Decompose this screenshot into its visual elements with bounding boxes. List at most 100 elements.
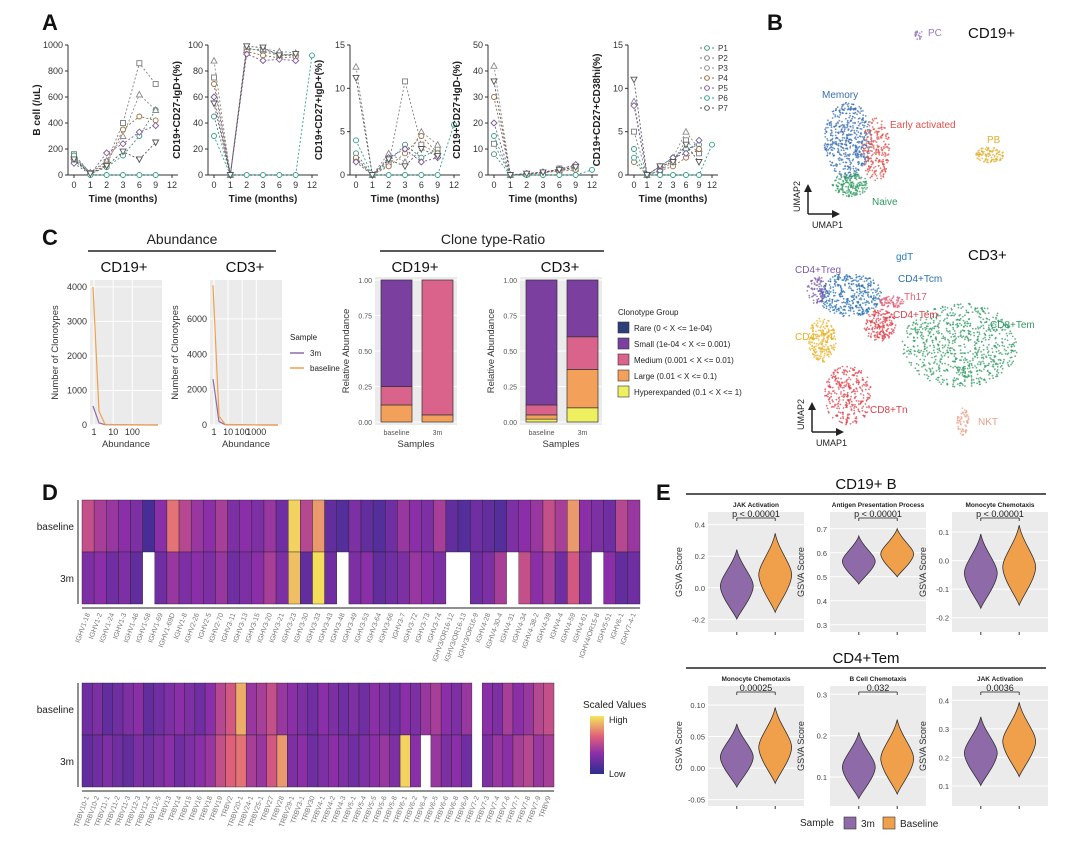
x-tick-label: 6	[557, 180, 562, 190]
cell-point	[982, 324, 985, 327]
cell-point	[840, 107, 843, 110]
cell-point	[963, 352, 965, 355]
cell-point	[822, 290, 825, 293]
cell-point	[814, 352, 817, 354]
cell-point	[967, 332, 970, 334]
heatmap-cell	[603, 551, 616, 605]
point-P3	[135, 90, 144, 98]
cell-point	[984, 159, 987, 162]
series-line-P1	[73, 109, 157, 175]
cell-point	[822, 320, 825, 322]
cell-point	[906, 350, 908, 353]
cell-point	[845, 401, 847, 404]
cell-point	[863, 155, 865, 158]
cell-point	[855, 133, 858, 136]
cell-point	[944, 344, 947, 346]
cell-point	[871, 169, 874, 172]
cell-point	[860, 400, 862, 403]
cell-point	[960, 307, 963, 309]
cell-point	[993, 154, 996, 157]
cell-point	[1001, 344, 1004, 347]
cell-point	[845, 143, 847, 146]
cell-point	[946, 351, 949, 354]
cell-point	[939, 360, 941, 362]
heatmap-row-label: 3m	[60, 574, 74, 585]
cell-point	[811, 345, 814, 348]
cell-point	[904, 344, 906, 347]
cell-point	[825, 343, 827, 346]
cell-point	[955, 366, 958, 369]
point-P6	[120, 172, 126, 178]
cell-point	[880, 299, 883, 302]
cell-point	[1000, 364, 1003, 367]
cell-point	[861, 294, 863, 297]
cell-point	[995, 328, 998, 331]
cell-point	[832, 154, 835, 157]
violin-3m	[720, 549, 754, 621]
cell-point	[848, 183, 851, 186]
cell-point	[838, 384, 841, 387]
cell-point	[987, 364, 990, 367]
abundance-line-baseline	[92, 286, 159, 426]
cell-point	[901, 298, 903, 301]
cluster-cd4-tem	[863, 308, 897, 342]
cell-point	[888, 337, 890, 339]
cell-point	[846, 108, 849, 111]
cell-point	[808, 338, 811, 341]
cell-point	[829, 352, 832, 354]
sample-legend-baseline: baseline	[310, 364, 340, 373]
cell-point	[946, 368, 948, 371]
heatmap-cell	[133, 682, 144, 736]
cell-point	[962, 371, 965, 374]
cell-point	[912, 328, 914, 331]
point-P7	[630, 76, 638, 84]
cell-point	[819, 326, 822, 329]
legend-label-P5: P5	[718, 84, 728, 93]
cell-point	[961, 368, 963, 371]
cell-point	[920, 35, 923, 38]
cell-point	[977, 350, 980, 352]
cell-point	[841, 313, 844, 315]
cell-point	[955, 323, 957, 326]
cell-point	[808, 286, 811, 288]
cell-point	[952, 348, 955, 351]
cell-point	[831, 386, 834, 389]
cell-point	[824, 294, 826, 296]
cell-point	[856, 280, 858, 283]
point-P6	[136, 172, 143, 178]
cell-point	[966, 367, 969, 370]
cell-point	[954, 332, 957, 335]
heatmap-cell	[338, 734, 349, 788]
cell-point	[844, 280, 847, 282]
cell-point	[979, 363, 982, 366]
cell-point	[872, 162, 874, 165]
cell-point	[881, 170, 883, 172]
cell-point	[970, 385, 973, 387]
cell-point	[991, 153, 994, 156]
cell-point	[870, 154, 873, 157]
cell-point	[868, 308, 871, 310]
cell-point	[934, 358, 937, 361]
cell-point	[841, 120, 843, 123]
cell-point	[987, 158, 989, 161]
panel-label-a: A	[42, 10, 58, 35]
cell-point	[846, 119, 849, 122]
cell-point	[867, 170, 870, 173]
cell-point	[992, 363, 995, 366]
cell-point	[883, 147, 885, 150]
cell-point	[873, 303, 876, 306]
point-P7	[259, 44, 267, 52]
cluster-label-pb: PB	[987, 135, 1001, 146]
cell-point	[821, 351, 823, 354]
cell-point	[818, 335, 821, 337]
y-tick-label: 1.00	[503, 278, 517, 285]
cell-point	[977, 340, 980, 343]
cell-point	[969, 330, 972, 333]
cell-point	[929, 368, 932, 371]
cell-point	[925, 318, 928, 321]
heatmap-cell	[506, 499, 519, 553]
cell-point	[821, 287, 823, 290]
cell-point	[852, 167, 855, 170]
cell-point	[997, 319, 1000, 322]
cell-point	[876, 294, 878, 296]
